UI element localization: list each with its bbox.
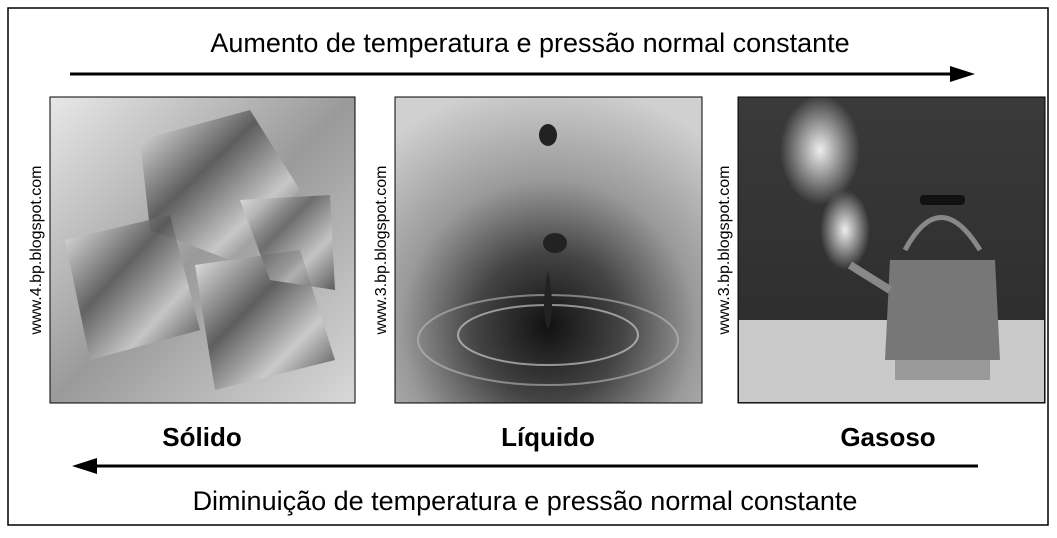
image-credit: www.3.bp.blogspot.com bbox=[373, 166, 390, 336]
state-label: Sólido bbox=[162, 422, 241, 452]
arrow-right bbox=[70, 66, 975, 82]
arrow-left bbox=[72, 458, 978, 474]
top-caption: Aumento de temperatura e pressão normal … bbox=[210, 28, 849, 58]
image-solid bbox=[50, 97, 355, 403]
image-credit: www.4.bp.blogspot.com bbox=[28, 166, 45, 336]
diagram: Aumento de temperatura e pressão normal … bbox=[0, 0, 1057, 533]
state-label: Líquido bbox=[501, 422, 595, 452]
image-liquid bbox=[395, 97, 702, 403]
bottom-caption: Diminuição de temperatura e pressão norm… bbox=[193, 486, 858, 516]
image-credit: www.3.bp.blogspot.com bbox=[716, 166, 733, 336]
image-gas bbox=[738, 95, 1045, 403]
state-label: Gasoso bbox=[840, 422, 935, 452]
